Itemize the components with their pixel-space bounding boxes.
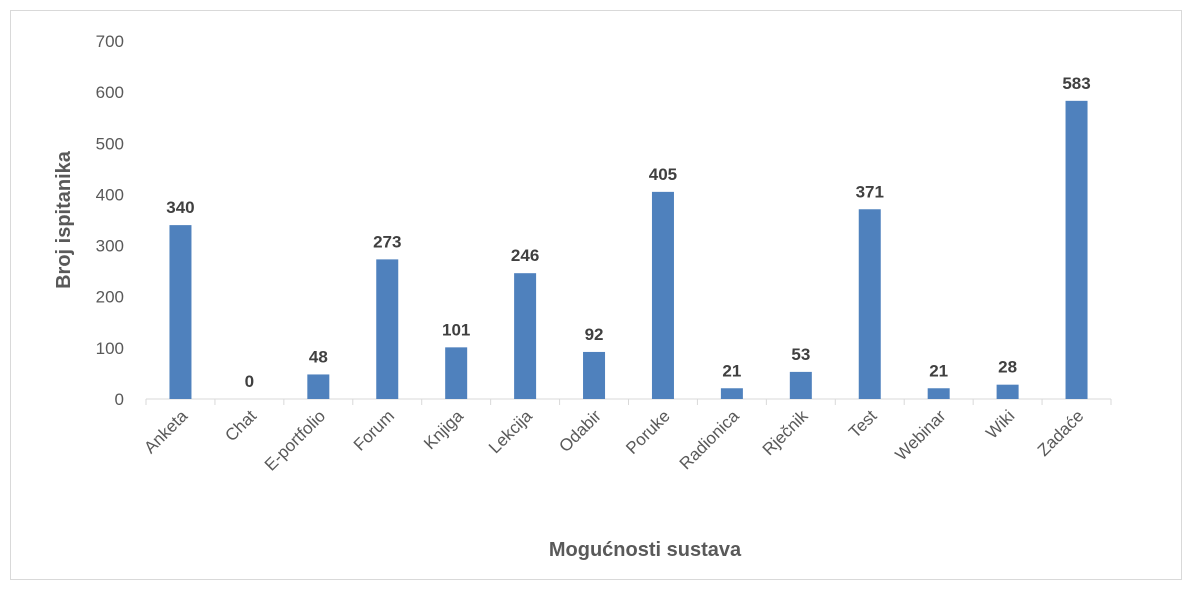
y-tick-label: 700 <box>96 32 124 51</box>
bar <box>1065 100 1088 399</box>
bar <box>514 273 537 399</box>
bar <box>651 191 674 399</box>
x-axis-title: Mogućnosti sustava <box>549 539 742 561</box>
bar <box>445 347 468 399</box>
y-axis-title: Broj ispitanika <box>53 150 75 289</box>
data-label: 246 <box>511 246 539 265</box>
bar <box>720 388 743 399</box>
bar <box>996 384 1019 399</box>
bar <box>858 209 881 399</box>
bar <box>307 374 330 399</box>
data-label: 101 <box>442 320 470 339</box>
data-label: 583 <box>1062 74 1090 93</box>
chart-border <box>10 10 1182 580</box>
data-label: 371 <box>856 182 884 201</box>
y-tick-label: 400 <box>96 185 124 204</box>
bar <box>583 351 606 399</box>
data-label: 340 <box>166 198 194 217</box>
data-label: 273 <box>373 232 401 251</box>
y-tick-label: 300 <box>96 237 124 256</box>
data-label: 53 <box>791 345 810 364</box>
data-label: 28 <box>998 358 1017 377</box>
data-label: 21 <box>929 361 948 380</box>
y-tick-label: 500 <box>96 134 124 153</box>
data-label: 405 <box>649 165 677 184</box>
data-label: 21 <box>722 361 741 380</box>
bar <box>789 371 812 399</box>
data-label: 0 <box>245 372 254 391</box>
bar <box>376 259 399 399</box>
y-tick-label: 100 <box>96 339 124 358</box>
bar <box>169 225 192 399</box>
data-label: 92 <box>585 325 604 344</box>
bar <box>927 388 950 399</box>
data-label: 48 <box>309 347 328 366</box>
y-tick-label: 0 <box>115 390 124 409</box>
y-tick-label: 600 <box>96 83 124 102</box>
y-tick-label: 200 <box>96 288 124 307</box>
